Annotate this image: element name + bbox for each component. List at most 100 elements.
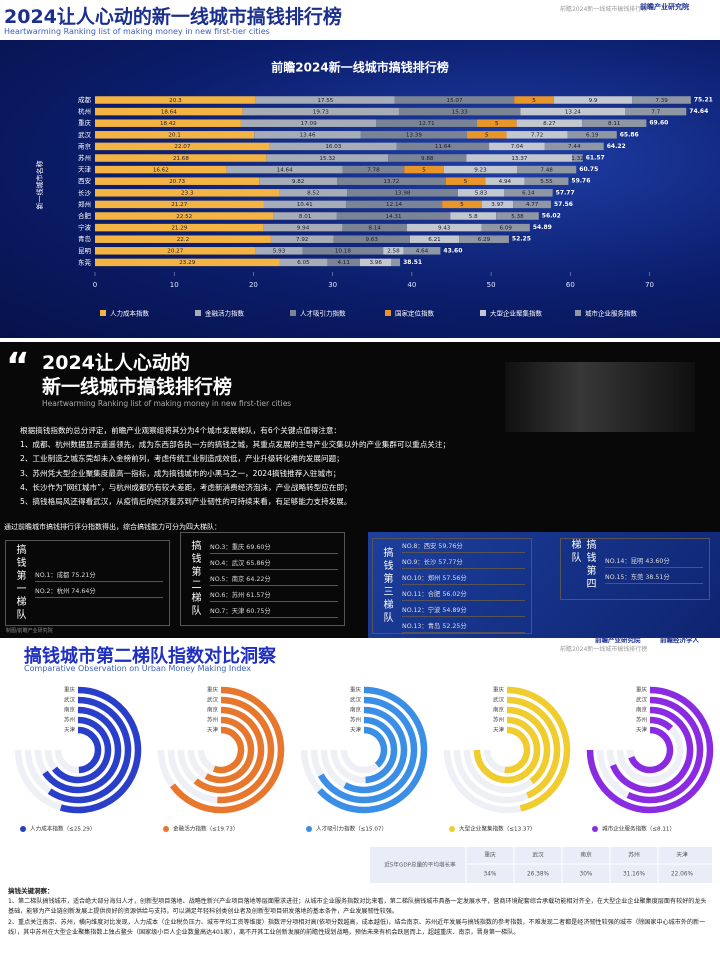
y-tick-label: 合肥 — [78, 211, 92, 220]
bar-segment — [443, 165, 518, 174]
ring-label: 武汉 — [207, 696, 219, 704]
notes-title: 搞钱关键洞察： — [8, 887, 54, 895]
ring-bar — [169, 686, 285, 814]
bar-segment — [95, 96, 256, 104]
legend-label: 金融活力指数（≤19.73） — [173, 825, 238, 833]
legend-dot — [449, 826, 455, 832]
x-tick-label: 50 — [487, 281, 496, 289]
ring-label: 南京 — [350, 706, 362, 714]
value-label: 4.77 — [526, 202, 539, 208]
value-label: 9.94 — [297, 225, 310, 231]
section-title: 新一线城市搞钱排行榜 — [42, 376, 233, 398]
ring-bar — [77, 726, 102, 774]
value-label: 13.39 — [406, 133, 422, 139]
bar-segment — [459, 235, 509, 243]
ring-bar — [473, 716, 541, 784]
value-label: 23.3 — [181, 191, 194, 197]
ring-label: 苏州 — [636, 716, 647, 724]
x-tick-label: 20 — [249, 281, 258, 289]
value-label: 6.21 — [428, 237, 441, 243]
legend-label: 人力成本指数（≤25.29） — [30, 825, 95, 833]
bar-segment — [632, 96, 691, 104]
bar-segment — [481, 223, 530, 232]
value-label: 13.72 — [383, 179, 399, 185]
tagline: 前瞻2024新一线城市搞钱排行榜 — [560, 6, 648, 13]
bar-segment — [95, 142, 270, 151]
bar-segment — [625, 107, 687, 116]
bar-segment — [524, 177, 569, 185]
value-label: 7.48 — [540, 167, 553, 173]
legend-dot — [20, 826, 26, 832]
value-label: 6.14 — [522, 191, 535, 197]
ring-bar — [317, 696, 418, 804]
brand: 前瞻产业研究院 — [640, 3, 689, 11]
legend-label: 大型企业聚集指数 — [490, 309, 543, 318]
ring-bar — [204, 716, 255, 784]
value-label: 7.72 — [531, 133, 543, 139]
ring-label: 重庆 — [207, 686, 219, 694]
table-header: 南京 — [580, 851, 592, 859]
bar-segment — [520, 107, 626, 116]
value-label: 13.98 — [394, 191, 410, 197]
tier-entry: NO.13：青岛 52.25分 — [402, 619, 525, 633]
legend-label: 人才吸引力指数（≤15.07） — [316, 825, 387, 833]
bar-segment — [391, 258, 401, 267]
value-label: 20.3 — [169, 98, 182, 104]
ring-bar — [363, 716, 398, 784]
table-header: 重庆 — [484, 851, 496, 859]
y-tick-label: 西安 — [78, 176, 92, 185]
tier-entry: NO.8：西安 59.76分 — [402, 539, 525, 553]
ring-bar — [586, 686, 714, 814]
tier-entry: NO.1：成都 75.21分 — [35, 568, 163, 582]
bar-segment — [450, 212, 497, 220]
section-subtitle: Comparative Observation on Urban Money M… — [24, 664, 251, 673]
bar-segment — [226, 165, 343, 174]
value-label: 7.04 — [511, 144, 524, 150]
tier-entry: NO.15：东莞 38.51分 — [605, 570, 703, 584]
value-label: 17.55 — [317, 98, 333, 104]
ring-label: 天津 — [493, 727, 505, 734]
brand: 前瞻产业研究院 — [595, 636, 641, 644]
value-label: 7.92 — [296, 237, 308, 243]
y-tick-label: 南京 — [78, 141, 92, 150]
value-label: 14.64 — [277, 167, 293, 173]
bar-segment — [270, 235, 334, 243]
value-label: 19.73 — [313, 109, 329, 115]
bar-segment — [496, 212, 539, 220]
value-label: 13.24 — [565, 109, 581, 115]
value-label: 15.32 — [319, 156, 335, 162]
total-label: 57.56 — [554, 201, 573, 208]
x-tick-label: 70 — [645, 281, 654, 289]
bar-segment — [95, 189, 280, 197]
bar-segment — [567, 131, 617, 139]
tier-entry: NO.7：天津 60.75分 — [210, 604, 338, 618]
value-label: 21.27 — [171, 202, 187, 208]
ring-bar — [506, 706, 551, 785]
tier-name: 搞钱第一梯队 — [14, 544, 25, 622]
value-label: 20.1 — [168, 133, 181, 139]
decor-light — [505, 362, 695, 432]
bar-segment — [95, 177, 260, 185]
value-label: 9.9 — [589, 98, 598, 104]
ring-bar — [343, 706, 408, 794]
table-header: 苏州 — [628, 851, 640, 859]
tier-entries: NO.3：重庆 69.60分 NO.4：武汉 65.86分 NO.5：南京 64.2… — [210, 540, 338, 618]
value-label: 4.94 — [499, 179, 512, 185]
tier-entry: NO.14：昆明 43.60分 — [605, 554, 703, 568]
value-label: 16.62 — [153, 167, 169, 173]
ring-label: 苏州 — [207, 716, 218, 724]
y-tick-label: 天津 — [78, 166, 92, 174]
table-header: 天津 — [676, 852, 688, 859]
total-label: 54.89 — [533, 224, 552, 231]
y-tick-label: 武汉 — [78, 130, 92, 139]
bar-segment — [514, 96, 554, 104]
y-tick-label: 重庆 — [78, 118, 92, 127]
value-label: 22.52 — [176, 214, 192, 220]
table-cell: 30% — [580, 872, 593, 878]
value-label: 13.46 — [300, 133, 316, 139]
y-tick-label: 苏州 — [78, 153, 91, 162]
bar-segment — [394, 96, 515, 104]
bar-segment — [481, 200, 514, 209]
